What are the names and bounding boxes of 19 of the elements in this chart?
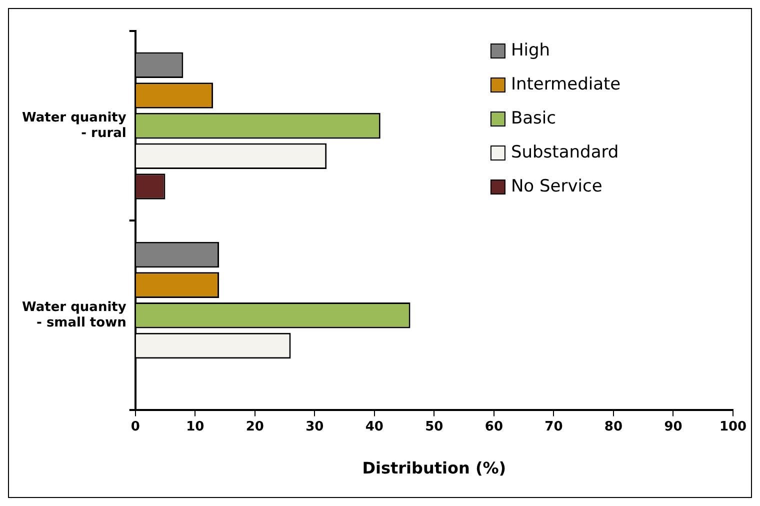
legend-label: Intermediate	[510, 74, 621, 94]
x-tick-label: 80	[604, 419, 623, 434]
legend-label: No Service	[510, 176, 602, 196]
x-tick-label: 0	[130, 419, 140, 434]
x-tick-label: 30	[306, 419, 324, 434]
y-tick-label: Water quanity - rural	[22, 110, 127, 141]
x-tick-label: 10	[186, 419, 204, 434]
x-tick-label: 20	[246, 419, 264, 434]
x-tick-label: 60	[484, 419, 503, 434]
legend-label: Basic	[510, 108, 556, 128]
x-axis-title: Distribution (%)	[362, 458, 506, 478]
x-tick-label: 100	[719, 419, 747, 434]
x-tick-label: 70	[544, 419, 563, 434]
x-tick-label: 40	[365, 419, 384, 434]
x-tick-label: 90	[664, 419, 682, 434]
legend-label: High	[510, 40, 550, 60]
x-tick-label: 50	[425, 419, 444, 434]
y-tick-label: Water quanity - small town	[22, 300, 127, 331]
legend-label: Substandard	[510, 142, 619, 162]
